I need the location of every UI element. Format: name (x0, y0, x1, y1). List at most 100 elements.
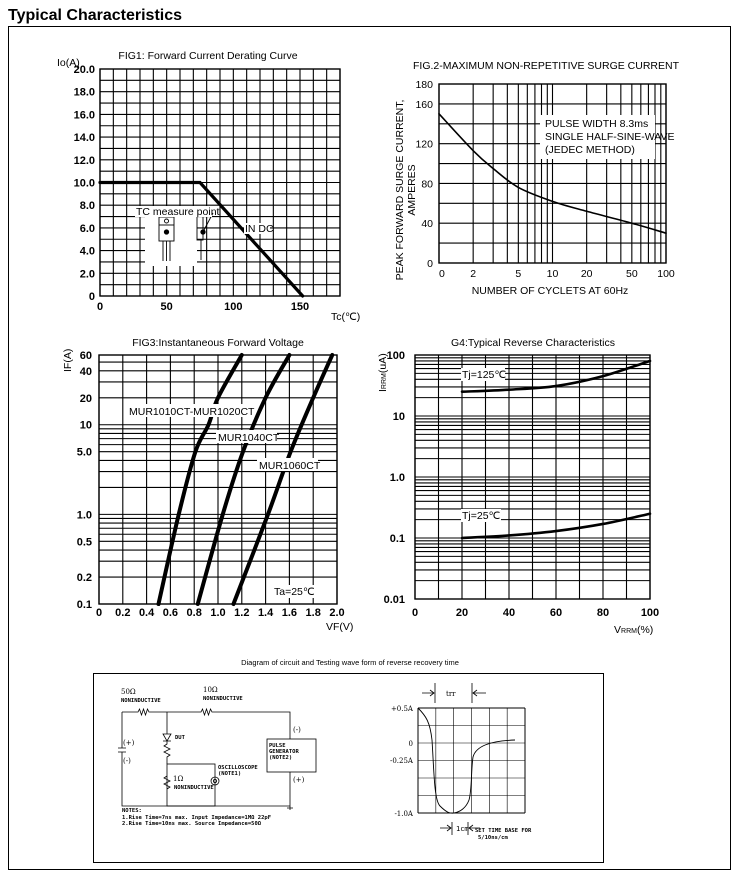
svg-text:(-): (-) (123, 757, 131, 765)
y-tick-label: 0.1 (77, 599, 92, 611)
plot-frame (414, 354, 651, 600)
y-tick-label: 12.0 (74, 155, 95, 167)
capacitor-icon (118, 747, 126, 753)
tj25-label: Tj=25℃ (462, 510, 501, 522)
y-tick-label: 5.0 (77, 447, 92, 459)
y-tick-label: 0 (89, 291, 95, 303)
diagram-frame (93, 673, 604, 863)
fig1-derating-chart: 0 2.0 4.0 6.0 8.0 10.0 12.0 14.0 16.0 18.0 20.0 0 50… (74, 64, 341, 313)
test-circuit (118, 707, 317, 810)
svg-text:(-): (-) (293, 726, 301, 734)
svg-text:NOTES:: NOTES: (122, 808, 142, 814)
y-tick-label: 100 (387, 350, 405, 362)
svg-text:SET TIME BASE FOR: SET TIME BASE FOR (475, 828, 532, 834)
fig3-title: FIG3:Instantaneous Forward Voltage (132, 337, 304, 349)
series-line-0 (98, 180, 305, 298)
g4-title: G4:Typical Reverse Characteristics (451, 337, 615, 349)
x-tick-label: 1.2 (234, 607, 249, 619)
waveform-labels: +0.5A 0 -0.25A -1.0A trr 1cm SET TIME BA… (390, 690, 532, 841)
page-title: Typical Characteristics (8, 7, 182, 24)
svg-text:PULSE: PULSE (269, 743, 286, 749)
y-tick-label: 0.2 (77, 572, 92, 584)
grid (414, 354, 651, 600)
x-tick-label: 1.4 (258, 607, 274, 619)
g4-ylabel: IRRM(uA) (377, 353, 389, 392)
tj125-label-bg (461, 368, 505, 381)
series-label-mur1060: MUR1060CT (259, 460, 321, 472)
x-tick-label: 50 (161, 301, 173, 313)
x-tick-label: 1.6 (282, 607, 297, 619)
y-tick-label: 2.0 (80, 268, 95, 280)
y-tick-label: 40 (80, 366, 92, 378)
dut-diode-icon (162, 712, 172, 764)
y-tick-label: 180 (415, 79, 433, 91)
y-tick-label: 160 (415, 99, 433, 111)
plot-frame (438, 83, 667, 264)
series-label-mur1010: MUR1010CT-MUR1020CT (129, 406, 255, 418)
x-tick-label: 150 (291, 301, 309, 313)
x-tick-label: 100 (641, 607, 659, 619)
tc-measure-point-label: TC measure point (136, 206, 220, 218)
x-tick-label: 60 (550, 607, 562, 619)
svg-text:1.Rise Time=7ns max. Input Imp: 1.Rise Time=7ns max. Input Impedance=1MΩ… (122, 815, 271, 821)
grid (98, 354, 338, 605)
fig2-title: FIG.2-MAXIMUM NON-REPETITIVE SURGE CURRE… (413, 60, 680, 72)
y-tick-label: 120 (415, 139, 433, 151)
svg-text:10Ω: 10Ω (203, 686, 218, 694)
y-tick-label: 80 (421, 178, 433, 190)
y-tick-label: 10.0 (74, 178, 95, 190)
x-tick-label: 10 (547, 268, 559, 280)
y-tick-label: 8.0 (80, 200, 95, 212)
recovery-waveform-curve (417, 707, 516, 814)
tc-measure-point-label-bg (135, 206, 212, 217)
x-tick-label: 0.6 (163, 607, 178, 619)
ta-label: Ta=25℃ (274, 586, 315, 598)
fig2-ylabel-line2: AMPERES (406, 164, 418, 215)
svg-text:2.Rise Time=10ns max. Source I: 2.Rise Time=10ns max. Source Impedance=5… (122, 821, 262, 827)
svg-text:(+): (+) (123, 739, 135, 747)
x-tick-label: 0.2 (115, 607, 130, 619)
x-tick-label: 1.0 (210, 607, 225, 619)
fig2-surge-chart: 0 40 80 120 160 180 0 2 5 10 20 50 100 PULSE WIDTH 8.… (415, 79, 674, 280)
pulse-width-note-bg (540, 115, 655, 159)
cm-label: 1cm (456, 825, 469, 833)
svg-text:DUT: DUT (175, 735, 186, 741)
svg-text:50Ω: 50Ω (121, 688, 136, 696)
y-tick-label: 6.0 (80, 223, 95, 235)
y-tick-label: 0.1 (390, 533, 405, 545)
x-tick-label: 80 (597, 607, 609, 619)
x-tick-label: 20 (581, 268, 593, 280)
svg-text:OSCILLOSCOPE: OSCILLOSCOPE (218, 765, 258, 771)
g4-reverse-chart: 0.01 0.1 1.0 10 100 0 20 40 60 80 100 Tj=125℃ Tj=25℃ (384, 350, 660, 619)
trr-arrows-icon (422, 683, 486, 703)
x-tick-label: 40 (503, 607, 515, 619)
series-label-mur1040: MUR1040CT (218, 432, 280, 444)
y-tick-label: 20 (80, 393, 92, 405)
svg-text:GENERATOR: GENERATOR (269, 749, 299, 755)
y-tick-label: 0 (427, 258, 433, 270)
y-tick-label: 20.0 (74, 64, 95, 76)
svg-text:(+): (+) (293, 776, 305, 784)
y-tick-label: 0.5 (77, 536, 92, 548)
in-dc-label: IN DC (245, 223, 274, 235)
resistor-1ohm-icon (163, 775, 171, 790)
svg-text:1Ω: 1Ω (173, 775, 183, 783)
fig2-xlabel: NUMBER OF CYCLETS AT 60Hz (472, 285, 629, 297)
svg-text:0: 0 (409, 740, 413, 748)
y-tick-label: 10 (393, 411, 405, 423)
svg-text:(NOTE1): (NOTE1) (218, 771, 241, 777)
tc-device-bg (145, 210, 197, 266)
series-line-1 (460, 512, 652, 540)
x-tick-label: 5 (515, 268, 521, 280)
grid (99, 68, 341, 297)
outer-frame (8, 26, 731, 870)
diagram-title: Diagram of circuit and Testing wave form… (241, 658, 459, 667)
fig2-ylabel-line1: PEAK FORWARD SURGE CURRENT, (394, 100, 406, 281)
svg-text:NONINDUCTIVE: NONINDUCTIVE (174, 785, 214, 791)
cm-arrows-icon (440, 822, 480, 835)
y-tick-label: 40 (421, 218, 433, 230)
x-tick-label: 100 (224, 301, 242, 313)
fig3-xlabel: VF(V) (326, 621, 353, 633)
y-tick-label: 14.0 (74, 132, 95, 144)
y-tick-label: 16.0 (74, 109, 95, 121)
